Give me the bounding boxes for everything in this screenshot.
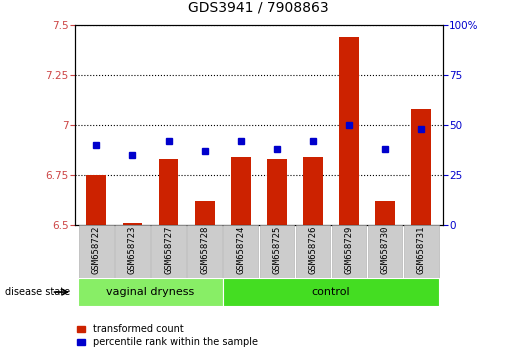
Text: GSM658728: GSM658728: [200, 226, 209, 274]
Bar: [260, 225, 294, 278]
Bar: [267, 159, 287, 225]
Bar: [224, 225, 258, 278]
Text: GSM658724: GSM658724: [236, 226, 245, 274]
Text: disease state: disease state: [5, 287, 70, 297]
Bar: [411, 109, 431, 225]
Text: GSM658731: GSM658731: [417, 226, 426, 274]
Bar: [332, 225, 366, 278]
Bar: [222, 278, 439, 306]
Bar: [368, 225, 402, 278]
Bar: [79, 225, 114, 278]
Bar: [296, 225, 330, 278]
Bar: [339, 37, 359, 225]
Legend: transformed count, percentile rank within the sample: transformed count, percentile rank withi…: [77, 325, 258, 347]
Bar: [159, 159, 179, 225]
Text: GDS3941 / 7908863: GDS3941 / 7908863: [188, 0, 329, 14]
Text: GSM658729: GSM658729: [345, 226, 353, 274]
Text: GSM658725: GSM658725: [272, 226, 281, 274]
Text: GSM658722: GSM658722: [92, 226, 101, 274]
Text: vaginal dryness: vaginal dryness: [107, 287, 195, 297]
Text: GSM658723: GSM658723: [128, 226, 137, 274]
Bar: [187, 225, 222, 278]
Text: GSM658730: GSM658730: [381, 226, 390, 274]
Bar: [303, 157, 323, 225]
Bar: [375, 201, 395, 225]
Bar: [87, 175, 106, 225]
Text: control: control: [312, 287, 350, 297]
Bar: [404, 225, 439, 278]
Bar: [195, 201, 215, 225]
Bar: [151, 225, 186, 278]
Bar: [78, 278, 222, 306]
Text: GSM658726: GSM658726: [308, 226, 317, 274]
Text: GSM658727: GSM658727: [164, 226, 173, 274]
Bar: [231, 157, 251, 225]
Bar: [115, 225, 150, 278]
Bar: [123, 223, 142, 225]
